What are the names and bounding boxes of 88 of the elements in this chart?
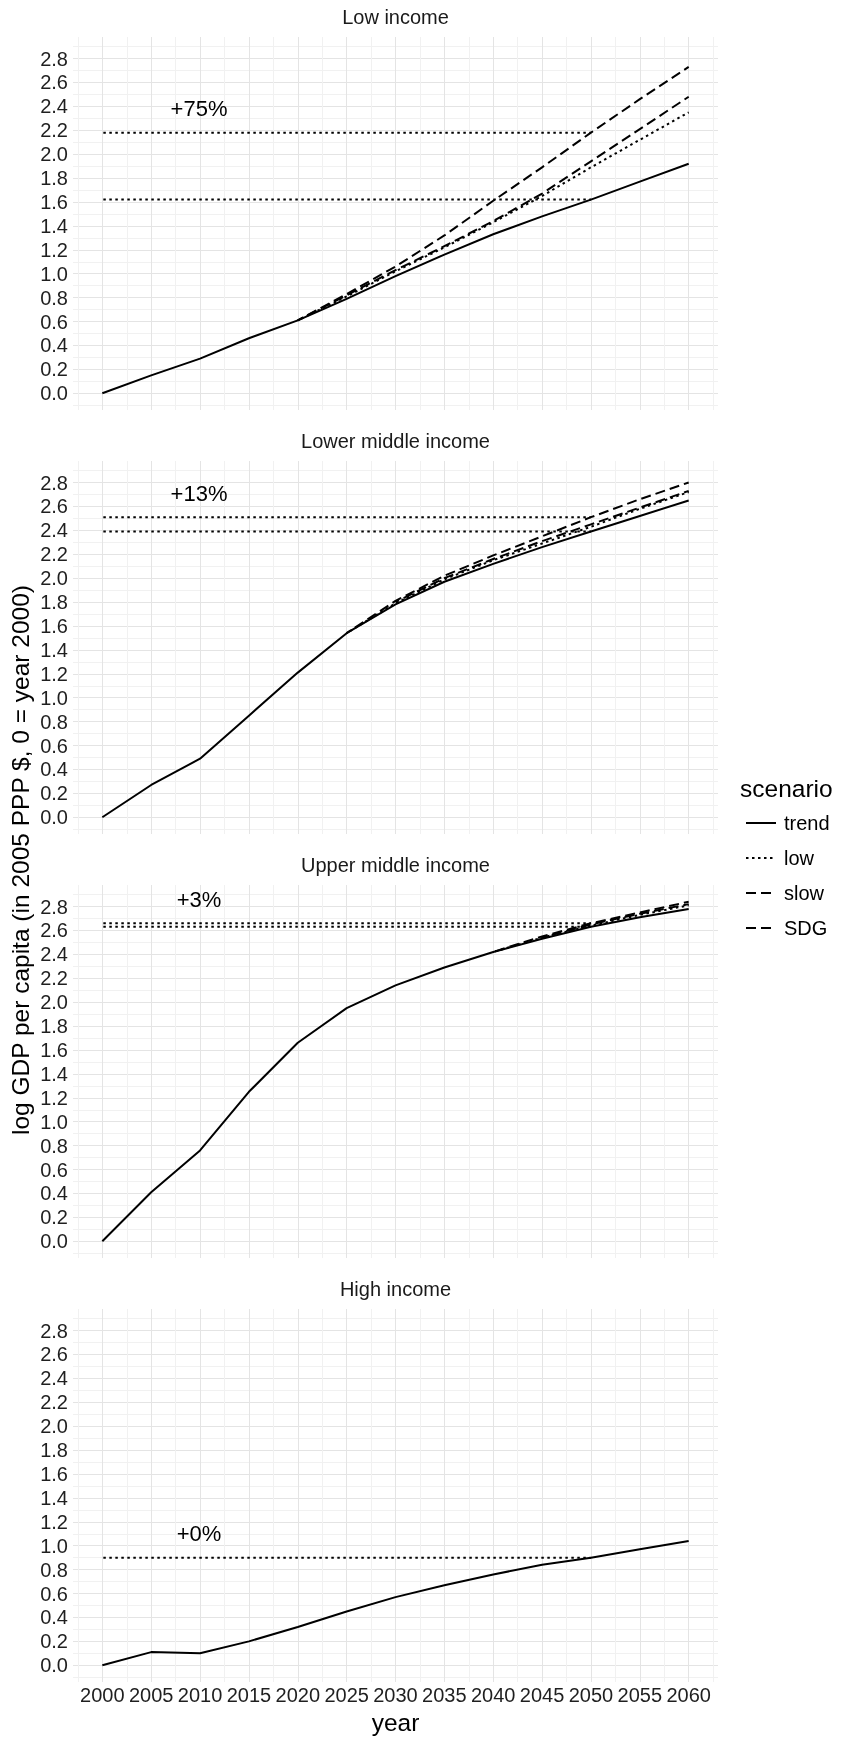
y-tick-label: 0.8 (40, 1558, 68, 1581)
y-tick-label: 0.4 (40, 758, 68, 781)
y-tick-label: 0.2 (40, 1630, 68, 1653)
y-tick-label: 0.4 (40, 1606, 68, 1629)
y-tick-label: 2.2 (40, 119, 68, 142)
y-tick-label: 2.8 (40, 1319, 68, 1342)
y-tick-label: 2.4 (40, 95, 68, 118)
y-tick-label: 1.2 (40, 1086, 68, 1109)
x-tick-label: 2015 (226, 1684, 272, 1706)
y-tick-label: 2.0 (40, 143, 68, 166)
y-tick-label: 0.0 (40, 382, 68, 405)
legend-label: SDG (784, 916, 828, 940)
y-tick-label: 0.4 (40, 1182, 68, 1205)
x-tick-label: 2050 (568, 1684, 614, 1706)
y-tick-label: 1.0 (40, 1110, 68, 1133)
y-tick-label: 1.8 (40, 1439, 68, 1462)
y-tick-label: 0.2 (40, 358, 68, 381)
y-tick-label: 2.6 (40, 919, 68, 942)
x-tick-label: 2055 (617, 1684, 663, 1706)
y-tick-label: 1.8 (40, 591, 68, 614)
y-tick-label: 0.0 (40, 1230, 68, 1253)
y-tick-label: 1.0 (40, 686, 68, 709)
y-tick-label: 1.6 (40, 614, 68, 637)
y-tick-label: 2.8 (40, 471, 68, 494)
annotation: +13% (170, 480, 228, 506)
y-tick-label: 1.4 (40, 214, 68, 237)
legend-label: trend (784, 811, 830, 835)
y-axis-title: log GDP per capita (in 2005 PPP $, 0 = year 2000) (7, 584, 35, 1135)
x-tick-label: 2000 (80, 1684, 125, 1706)
y-tick-label: 2.4 (40, 943, 68, 966)
y-tick-label: 1.8 (40, 1015, 68, 1038)
y-tick-label: 1.6 (40, 1462, 68, 1485)
y-tick-label: 0.0 (40, 806, 68, 829)
y-tick-label: 1.8 (40, 167, 68, 190)
y-tick-label: 0.8 (40, 286, 68, 309)
y-tick-label: 2.0 (40, 567, 68, 590)
x-tick-label: 2040 (470, 1684, 516, 1706)
y-tick-label: 2.8 (40, 895, 68, 918)
y-tick-label: 1.0 (40, 262, 68, 285)
legend-title: scenario (740, 773, 833, 804)
x-tick-label: 2045 (519, 1684, 565, 1706)
y-tick-label: 0.8 (40, 1134, 68, 1157)
y-tick-label: 1.2 (40, 662, 68, 685)
annotation: +75% (170, 96, 228, 122)
y-tick-label: 0.2 (40, 782, 68, 805)
y-tick-label: 1.2 (40, 1510, 68, 1533)
y-tick-label: 0.6 (40, 1158, 68, 1181)
x-axis-title: year (371, 1708, 420, 1736)
y-tick-label: 1.0 (40, 1534, 68, 1557)
y-tick-label: 2.6 (40, 1343, 68, 1366)
y-tick-label: 2.4 (40, 1367, 68, 1390)
y-tick-label: 2.4 (40, 519, 68, 542)
y-tick-label: 0.8 (40, 710, 68, 733)
x-tick-label: 2060 (666, 1684, 711, 1706)
x-tick-label: 2025 (324, 1684, 369, 1706)
chart-title: Low income (342, 6, 449, 28)
y-tick-label: 0.6 (40, 1582, 68, 1605)
y-tick-label: 0.6 (40, 310, 68, 333)
x-tick-label: 2010 (177, 1684, 223, 1706)
y-tick-label: 0.2 (40, 1206, 68, 1229)
y-tick-label: 1.4 (40, 1062, 68, 1085)
y-tick-label: 1.6 (40, 190, 68, 213)
y-tick-label: 2.8 (40, 47, 68, 70)
annotation: +3% (176, 886, 222, 912)
y-tick-label: 1.6 (40, 1038, 68, 1061)
chart-title: Upper middle income (301, 854, 490, 876)
legend-label: slow (784, 881, 825, 905)
y-tick-label: 1.4 (40, 638, 68, 661)
x-tick-label: 2035 (422, 1684, 467, 1706)
y-tick-label: 1.4 (40, 1486, 68, 1509)
y-tick-label: 0.0 (40, 1654, 68, 1677)
annotation: +0% (176, 1521, 222, 1547)
chart-title: High income (339, 1278, 452, 1300)
y-tick-label: 2.2 (40, 543, 68, 566)
legend-label: low (784, 846, 815, 870)
y-tick-label: 2.2 (40, 967, 68, 990)
x-tick-label: 2030 (373, 1684, 418, 1706)
chart-title: Lower middle income (301, 430, 490, 452)
y-tick-label: 2.6 (40, 71, 68, 94)
x-tick-label: 2005 (128, 1684, 174, 1706)
y-tick-label: 0.6 (40, 734, 68, 757)
y-tick-label: 1.2 (40, 238, 68, 261)
y-tick-label: 2.0 (40, 1415, 68, 1438)
y-tick-label: 2.2 (40, 1391, 68, 1414)
y-tick-label: 2.0 (40, 991, 68, 1014)
y-tick-label: 0.4 (40, 334, 68, 357)
y-tick-label: 2.6 (40, 495, 68, 518)
x-tick-label: 2020 (275, 1684, 321, 1706)
